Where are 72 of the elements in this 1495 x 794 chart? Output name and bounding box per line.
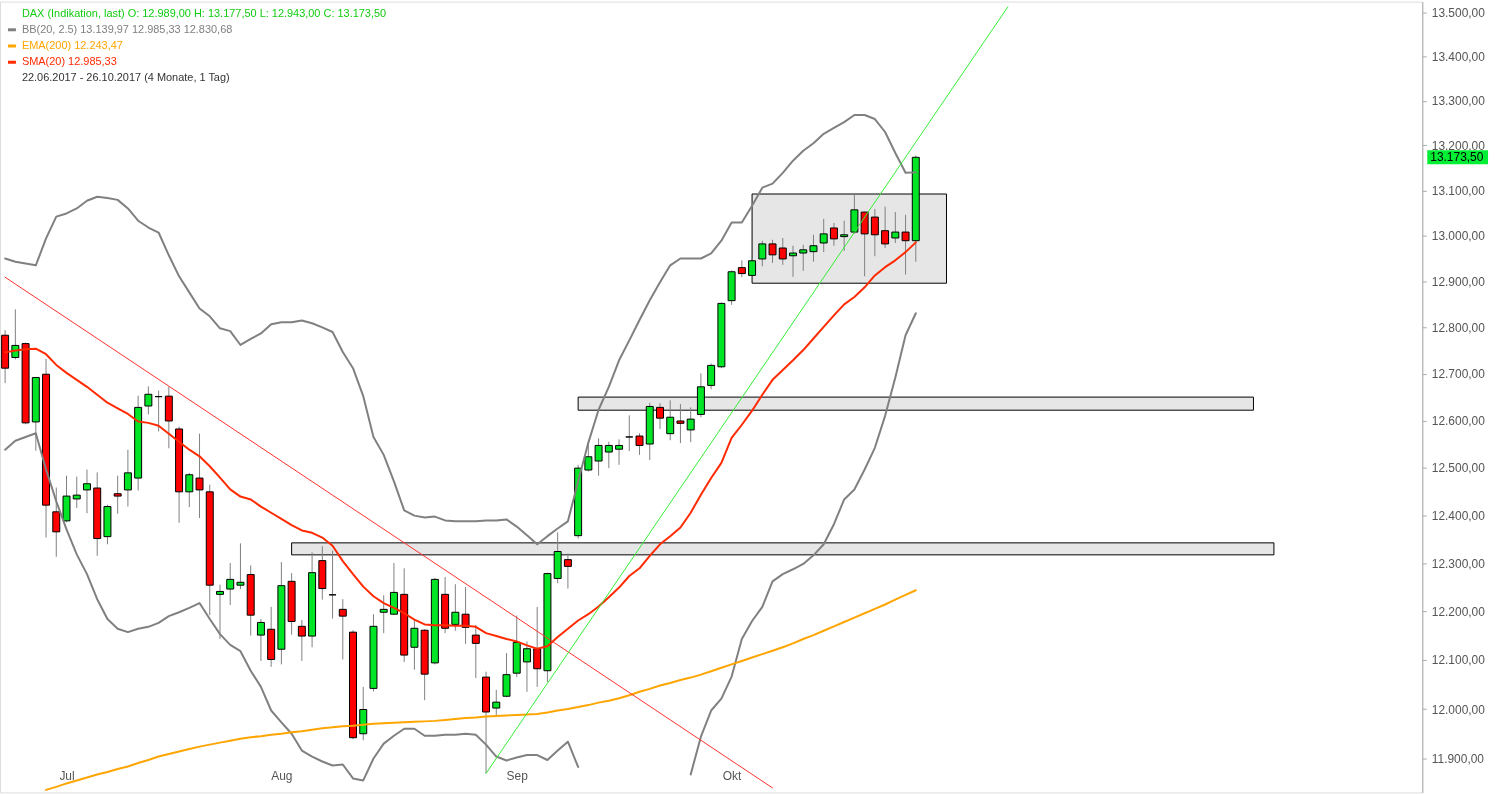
- candlestick: [338, 598, 347, 660]
- candlestick: [144, 385, 153, 415]
- y-tick-label: 13.500,00: [1431, 6, 1486, 21]
- y-tick-label: 12.700,00: [1431, 367, 1486, 382]
- candlestick: [707, 363, 716, 390]
- candlestick: [829, 222, 838, 247]
- candlestick: [52, 487, 61, 558]
- y-tick-label: 12.900,00: [1431, 274, 1486, 289]
- line-series: [4, 114, 917, 546]
- candlestick: [72, 476, 81, 509]
- candlestick: [236, 542, 245, 590]
- candlestick: [881, 206, 890, 249]
- x-tick-label: Okt: [722, 768, 743, 783]
- y-tick-label: 12.200,00: [1431, 604, 1486, 619]
- x-tick-label: Aug: [271, 768, 293, 783]
- candlestick: [123, 449, 132, 508]
- y-tick-label: 11.900,00: [1431, 752, 1485, 767]
- x-tick-label: Sep: [506, 768, 529, 783]
- candlestick: [870, 208, 879, 257]
- candlestick: [256, 618, 265, 662]
- candlestick: [778, 237, 787, 266]
- y-tick-label: 12.000,00: [1431, 702, 1486, 717]
- candlestick: [522, 640, 531, 693]
- candlestick: [533, 606, 542, 688]
- y-tick-label: 12.300,00: [1431, 556, 1486, 571]
- y-tick-label: 12.500,00: [1431, 461, 1486, 476]
- candlestick: [768, 239, 777, 264]
- candlestick: [625, 414, 634, 452]
- candlestick: [891, 211, 900, 244]
- candlestick: [185, 472, 194, 508]
- candlestick: [471, 624, 480, 679]
- candlestick: [195, 433, 204, 519]
- candlestick: [809, 234, 818, 263]
- candlestick: [594, 437, 603, 477]
- candlestick: [502, 652, 511, 698]
- candlestick: [451, 583, 460, 632]
- candlestick: [789, 245, 797, 278]
- candlestick: [410, 618, 419, 671]
- candlestick: [635, 432, 644, 456]
- legend-label: EMA(200) 12.243,47: [21, 39, 123, 51]
- candlestick: [604, 441, 613, 469]
- y-tick-label: 13.100,00: [1431, 183, 1486, 198]
- legend-label: SMA(20) 12.985,33: [21, 55, 117, 68]
- legend-label: BB(20, 2.5) 13.139,97 12.985,33 12.830,68: [21, 22, 233, 35]
- y-tick-label: 12.100,00: [1431, 653, 1486, 668]
- candlestick: [113, 475, 122, 515]
- y-tick-label: 12.600,00: [1431, 414, 1486, 428]
- text: 13.173,50: [1430, 150, 1484, 165]
- candlestick: [226, 562, 235, 606]
- candlestick: [758, 240, 767, 267]
- y-tick-label: 13.400,00: [1431, 49, 1486, 64]
- candlestick: [901, 214, 910, 275]
- y-tick-label: 12.800,00: [1431, 320, 1486, 335]
- candlestick: [216, 584, 224, 640]
- candlestick: [379, 594, 388, 634]
- x-tick-label: Jul: [59, 768, 75, 783]
- candlestick: [297, 619, 306, 662]
- y-tick-label: 13.300,00: [1431, 94, 1486, 109]
- candlestick: [799, 244, 808, 272]
- candlestick: [492, 689, 501, 717]
- candlestick: [819, 218, 828, 253]
- chart-title: DAX (Indikation, last) O: 12.989,00 H: 13.177,50 L: 12.943,00 C: 13.173,50: [21, 6, 387, 19]
- y-tick-label: 13.200,00: [1431, 138, 1486, 153]
- line-series: [45, 589, 917, 791]
- candlestick: [82, 469, 91, 514]
- annotation: 22.06.2017 - 26.10.2017 (4 Monate, 1 Tag): [21, 71, 230, 84]
- y-tick-label: 13.000,00: [1431, 229, 1486, 244]
- candlestick: [461, 586, 470, 645]
- y-tick-label: 12.400,00: [1431, 508, 1486, 523]
- candlestick: [389, 562, 398, 616]
- candlestick: [615, 438, 624, 466]
- candlestick: [840, 220, 849, 252]
